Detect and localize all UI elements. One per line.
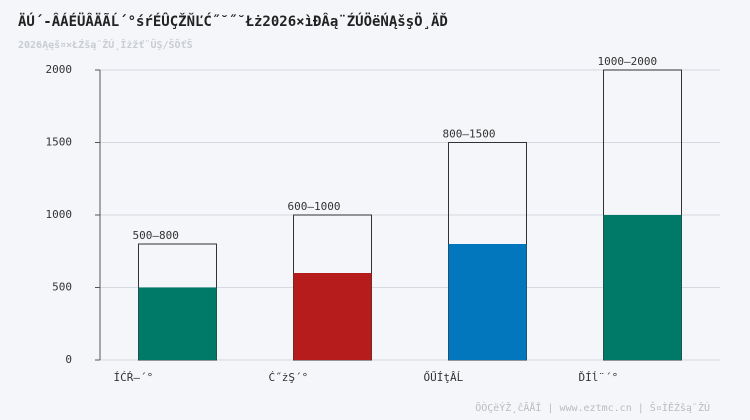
chart-subtitle: 2026Ąęš¤×ŁŹšą¨ŽÚ¸Îżžť¨ÛŞ/ŠÖťŠ [18, 37, 193, 51]
bar [138, 287, 217, 360]
x-tick-label: ÍĆŔ–´° [114, 371, 154, 384]
chart-title: ÄÚ´-ÂÁÉÜÂÄÃĹ´°śŕÉÛÇŽŇĽĆ˝˘˝˘Łż2026×ìĐÂą¨Ź… [18, 12, 448, 30]
bar [293, 273, 372, 360]
x-tick-label: Ć˝żŞ´° [269, 371, 309, 384]
value-label: 1000–2000 [598, 55, 658, 68]
value-label: 500–800 [133, 229, 179, 242]
x-tick-label: ĎÍĺ¨´° [579, 371, 619, 384]
bar [448, 244, 527, 360]
y-tick-label: 0 [65, 353, 72, 366]
value-label: 600–1000 [288, 200, 341, 213]
y-tick-label: 1500 [46, 136, 73, 149]
y-tick-label: 2000 [46, 63, 73, 76]
value-label: 800–1500 [443, 128, 496, 141]
bar [603, 215, 682, 360]
footer: ÕÒÇëÝŽ¸ĉÃÅÎ | www.eztmc.cn | Š¤ÌĚŹšą¨ŽÚ [475, 401, 710, 414]
y-tick-label: 1000 [46, 208, 73, 221]
y-tick-label: 500 [52, 281, 72, 294]
x-tick-label: ŐŰÍţÂĹ [424, 370, 464, 384]
